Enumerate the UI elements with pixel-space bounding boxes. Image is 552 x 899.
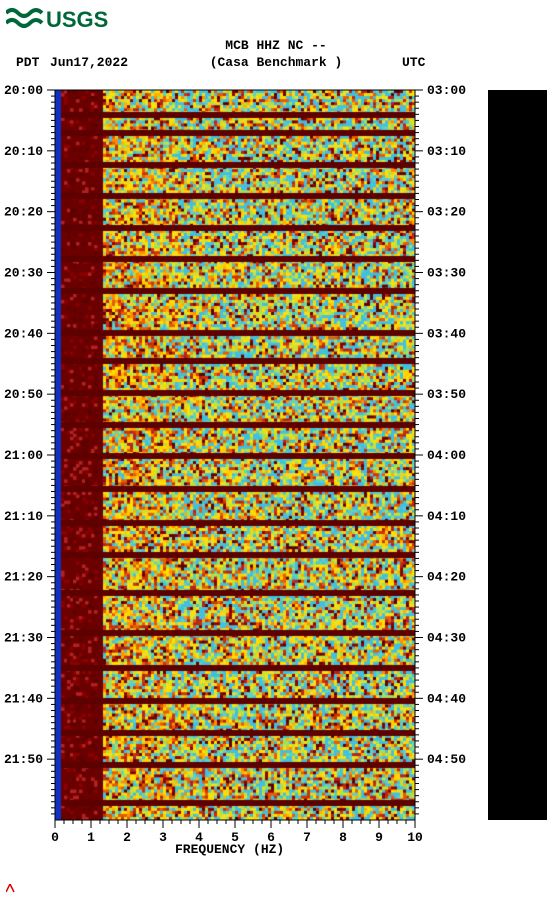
svg-text:21:50: 21:50	[4, 752, 43, 767]
svg-text:04:10: 04:10	[427, 509, 466, 524]
usgs-logo-text: USGS	[46, 7, 108, 32]
tz-right-label: UTC	[402, 55, 425, 70]
svg-text:21:30: 21:30	[4, 631, 43, 646]
svg-text:21:20: 21:20	[4, 570, 43, 585]
svg-text:20:30: 20:30	[4, 266, 43, 281]
svg-text:03:10: 03:10	[427, 144, 466, 159]
svg-text:04:40: 04:40	[427, 691, 466, 706]
x-axis-label: FREQUENCY (HZ)	[175, 842, 284, 857]
svg-text:20:40: 20:40	[4, 326, 43, 341]
svg-text:21:00: 21:00	[4, 448, 43, 463]
svg-text:7: 7	[303, 830, 311, 845]
svg-text:20:20: 20:20	[4, 205, 43, 220]
colorbar-black	[488, 90, 547, 820]
cursor-mark	[6, 881, 16, 899]
svg-text:8: 8	[339, 830, 347, 845]
svg-text:04:30: 04:30	[427, 631, 466, 646]
station-line: MCB HHZ NC --	[0, 38, 552, 53]
svg-text:21:10: 21:10	[4, 509, 43, 524]
svg-text:9: 9	[375, 830, 383, 845]
svg-text:03:40: 03:40	[427, 326, 466, 341]
page-root: USGS MCB HHZ NC -- (Casa Benchmark ) PDT…	[0, 0, 552, 893]
date-label: Jun17,2022	[50, 55, 128, 70]
spectrogram-plot: 01234567891020:0003:0020:1003:1020:2003:…	[55, 90, 415, 820]
usgs-logo: USGS	[6, 3, 116, 40]
svg-text:03:00: 03:00	[427, 83, 466, 98]
svg-text:03:20: 03:20	[427, 205, 466, 220]
svg-text:0: 0	[51, 830, 59, 845]
svg-text:03:50: 03:50	[427, 387, 466, 402]
svg-text:10: 10	[407, 830, 423, 845]
axes-overlay: 01234567891020:0003:0020:1003:1020:2003:…	[0, 80, 480, 870]
svg-text:2: 2	[123, 830, 131, 845]
svg-text:20:00: 20:00	[4, 83, 43, 98]
tz-left-label: PDT	[16, 55, 39, 70]
svg-text:21:40: 21:40	[4, 691, 43, 706]
svg-text:1: 1	[87, 830, 95, 845]
svg-text:04:00: 04:00	[427, 448, 466, 463]
svg-text:04:50: 04:50	[427, 752, 466, 767]
svg-text:20:10: 20:10	[4, 144, 43, 159]
svg-text:04:20: 04:20	[427, 570, 466, 585]
svg-text:3: 3	[159, 830, 167, 845]
svg-text:03:30: 03:30	[427, 266, 466, 281]
svg-text:20:50: 20:50	[4, 387, 43, 402]
